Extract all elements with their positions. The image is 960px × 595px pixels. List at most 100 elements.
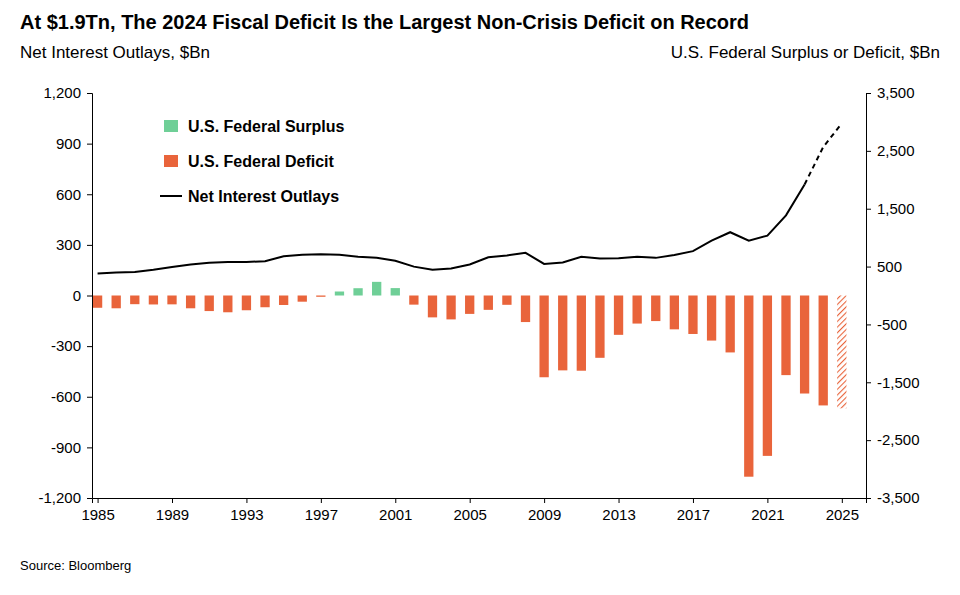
bar [409, 296, 418, 305]
legend-label: Net Interest Outlays [188, 188, 339, 205]
tick-mark [395, 498, 396, 503]
bar [465, 296, 474, 314]
bar [577, 296, 586, 371]
bar-series [93, 296, 828, 477]
legend: U.S. Federal SurplusU.S. Federal Deficit… [160, 118, 345, 205]
tick-mark [866, 382, 871, 383]
bar [632, 296, 641, 324]
y2-axis: 3,500 2,500 1,500 500 -500 -1,500 -2,500 -3,500 [866, 84, 920, 506]
bar [670, 296, 679, 330]
tick-label: 2005 [454, 506, 487, 523]
tick-mark [842, 498, 843, 503]
tick: 1997 [305, 498, 338, 523]
bar [688, 296, 697, 334]
tick-mark [87, 447, 92, 448]
tick-mark [693, 498, 694, 503]
legend-swatch [160, 195, 182, 197]
tick-mark [866, 209, 871, 210]
tick: 1,500 [866, 200, 915, 217]
tick-label: -3,500 [877, 489, 920, 506]
tick-mark [87, 144, 92, 145]
tick-mark [172, 498, 173, 503]
tick: -900 [51, 439, 92, 456]
legend-swatch [164, 120, 178, 132]
tick: 2001 [379, 498, 412, 523]
bar [260, 296, 269, 308]
tick-label: -1,200 [38, 489, 81, 506]
bar [837, 296, 846, 409]
tick: 2009 [528, 498, 561, 523]
tick: 300 [56, 236, 92, 253]
bar [539, 296, 548, 378]
bar [726, 296, 735, 353]
tick-label: 0 [73, 287, 81, 304]
bar [186, 296, 195, 309]
bar [335, 292, 344, 296]
tick-label: 500 [877, 258, 902, 275]
marks [93, 123, 847, 476]
tick-mark [87, 194, 92, 195]
x-axis: 1985198919931997200120052009201320172021… [81, 498, 866, 523]
tick: 1985 [81, 498, 114, 523]
tick: 2,500 [866, 142, 915, 159]
bar [391, 288, 400, 295]
bar [242, 296, 251, 311]
legend-label: U.S. Federal Surplus [188, 118, 345, 135]
tick: 2017 [677, 498, 710, 523]
tick: 1993 [230, 498, 263, 523]
legend-swatch [164, 155, 178, 167]
axis-line [93, 499, 867, 504]
bar [651, 296, 660, 322]
bar [205, 296, 214, 312]
tick-mark [87, 346, 92, 347]
bar [316, 296, 325, 297]
tick: 2013 [602, 498, 635, 523]
tick: 1989 [156, 498, 189, 523]
title: At $1.9Tn, The 2024 Fiscal Deficit Is th… [20, 11, 749, 33]
bar [428, 296, 437, 318]
tick: -2,500 [866, 431, 920, 448]
tick-label: -2,500 [877, 431, 920, 448]
bar [167, 296, 176, 305]
tick: -300 [51, 337, 92, 354]
chart-container: At $1.9Tn, The 2024 Fiscal Deficit Is th… [0, 0, 960, 595]
bar [484, 296, 493, 310]
bar [446, 296, 455, 320]
bar [744, 296, 753, 477]
bar [353, 288, 362, 295]
line [805, 123, 842, 184]
tick-mark [470, 498, 471, 503]
tick: 2005 [454, 498, 487, 523]
tick-mark [246, 498, 247, 503]
tick-label: 600 [56, 186, 81, 203]
tick-label: 1989 [156, 506, 189, 523]
tick: 900 [56, 135, 92, 152]
tick-label: 3,500 [877, 84, 915, 101]
tick-mark [87, 245, 92, 246]
tick-label: 2025 [826, 506, 859, 523]
tick: -600 [51, 388, 92, 405]
tick-mark [767, 498, 768, 503]
y2-axis-title: U.S. Federal Surplus or Deficit, $Bn [671, 43, 940, 62]
tick-label: 900 [56, 135, 81, 152]
bar [595, 296, 604, 358]
tick-mark [87, 397, 92, 398]
bar [502, 296, 511, 305]
tick-mark [866, 151, 871, 152]
tick-label: 1997 [305, 506, 338, 523]
tick-mark [544, 498, 545, 503]
tick: 1,200 [43, 84, 92, 101]
bar [707, 296, 716, 341]
bar [149, 296, 158, 305]
tick-label: 1,500 [877, 200, 915, 217]
bar [800, 296, 809, 394]
tick-label: 1,200 [43, 84, 81, 101]
bar [614, 296, 623, 335]
tick-mark [87, 296, 92, 297]
tick: -1,500 [866, 374, 920, 391]
legend-item: Net Interest Outlays [160, 188, 339, 205]
bar [298, 296, 307, 302]
bar [372, 282, 381, 296]
tick: -500 [866, 316, 907, 333]
tick-mark [619, 498, 620, 503]
